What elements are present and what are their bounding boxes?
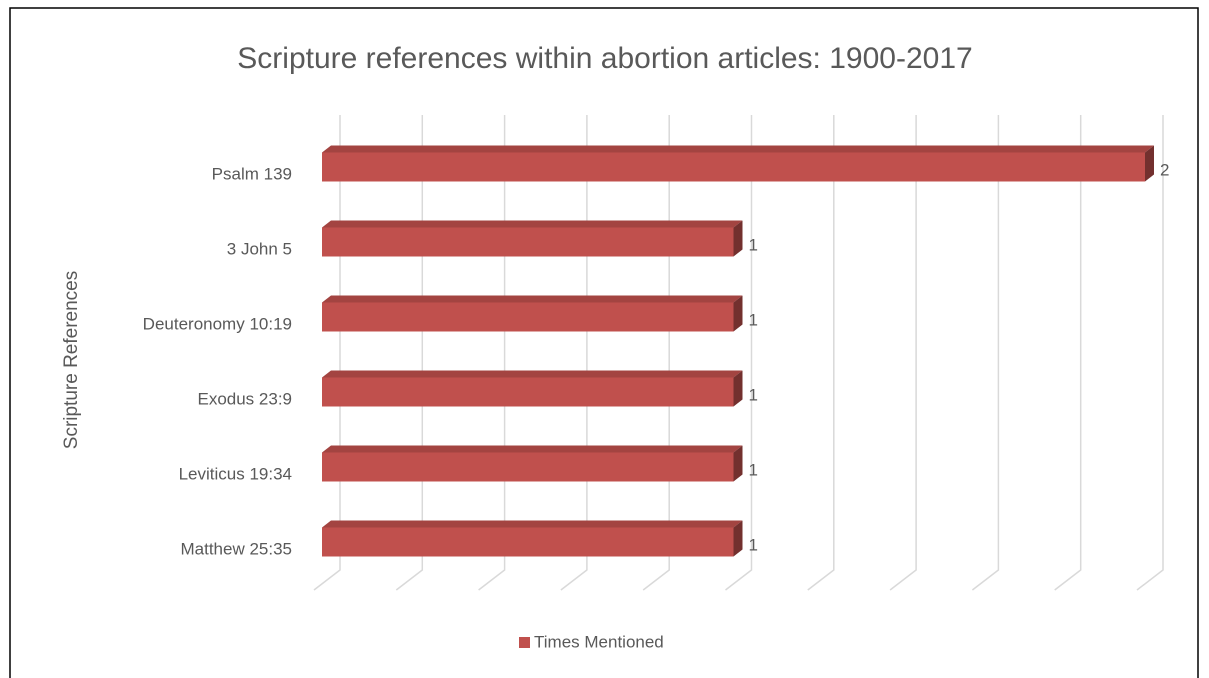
legend-label: Times Mentioned: [534, 632, 664, 651]
category-label: Psalm 139: [212, 164, 292, 183]
category-label: Deuteronomy 10:19: [143, 314, 292, 333]
bar-face: [322, 370, 743, 378]
data-label: 1: [749, 535, 758, 554]
bar-face: [322, 295, 743, 303]
y-axis-title: Scripture References: [61, 271, 82, 449]
data-label: 1: [749, 385, 758, 404]
bar-face: [322, 377, 734, 407]
bar-face: [322, 152, 1145, 182]
grid-line: [971, 115, 1000, 591]
bar-face: [322, 227, 734, 257]
bar: [322, 520, 743, 557]
bar: [322, 220, 743, 257]
category-label: 3 John 5: [227, 239, 292, 258]
chart-title: Scripture references within abortion art…: [237, 42, 972, 75]
grid-line: [642, 115, 670, 591]
data-label: 1: [749, 235, 758, 254]
category-label: Leviticus 19:34: [179, 464, 292, 483]
bar-face: [1145, 145, 1154, 182]
bar-face: [733, 520, 743, 557]
bar-face: [733, 370, 743, 407]
grid-line: [313, 115, 341, 591]
grid-line: [560, 115, 588, 591]
grid-line: [889, 115, 917, 591]
bar-face: [733, 220, 743, 257]
bar-face: [322, 220, 743, 228]
data-label: 2: [1160, 160, 1169, 179]
bar: [322, 445, 743, 482]
bar-face: [322, 520, 743, 528]
legend-swatch: [519, 637, 530, 648]
grid-line: [395, 115, 424, 591]
chart-frame: [9, 7, 1199, 678]
bar: [322, 295, 743, 332]
category-label: Exodus 23:9: [197, 389, 292, 408]
grid-line: [478, 115, 506, 591]
grid-line: [1136, 115, 1164, 591]
bar-face: [733, 295, 743, 332]
bar-face: [322, 445, 743, 453]
data-label: 1: [749, 460, 758, 479]
category-label: Matthew 25:35: [180, 539, 292, 558]
grid-line: [1054, 115, 1082, 591]
bar-face: [322, 527, 734, 557]
grid-line: [807, 115, 835, 591]
bar-face: [322, 302, 734, 332]
bar-face: [733, 445, 743, 482]
bar: [322, 145, 1154, 182]
data-label: 1: [749, 310, 758, 329]
bar-face: [322, 145, 1154, 153]
bar: [322, 370, 743, 407]
bar-face: [322, 452, 734, 482]
grid-line: [725, 115, 753, 591]
